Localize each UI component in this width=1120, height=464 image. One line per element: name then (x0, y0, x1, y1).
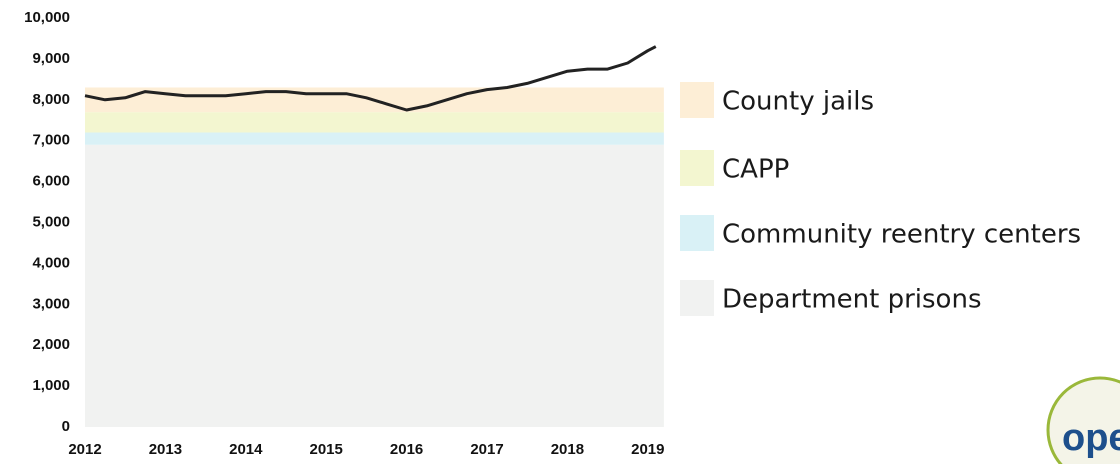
y-tick-label: 10,000 (24, 9, 70, 26)
x-tick-label: 2019 (631, 441, 664, 458)
legend-swatch (680, 82, 714, 118)
legend-swatch (680, 280, 714, 316)
y-tick-label: 5,000 (32, 213, 70, 230)
y-tick-label: 6,000 (32, 173, 70, 190)
legend-label: County jails (722, 87, 874, 117)
population-line (84, 45, 657, 112)
x-tick-label: 2016 (390, 441, 423, 458)
x-tick-label: 2013 (149, 441, 182, 458)
y-tick-label: 4,000 (32, 254, 70, 271)
x-tick-label: 2018 (551, 441, 584, 458)
legend-swatch (680, 215, 714, 251)
y-tick-label: 9,000 (32, 50, 70, 67)
x-tick-label: 2014 (229, 441, 263, 458)
y-tick-label: 3,000 (32, 295, 70, 312)
logo-text: ope (1062, 417, 1120, 459)
logo: ope (1046, 376, 1120, 464)
x-tick-label: 2015 (310, 441, 343, 458)
area-band (85, 112, 664, 133)
legend-label: Department prisons (722, 285, 982, 315)
y-tick-label: 0 (62, 418, 70, 435)
y-tick-label: 2,000 (32, 336, 70, 353)
y-tick-label: 7,000 (32, 132, 70, 149)
y-tick-label: 1,000 (32, 377, 70, 394)
legend-label: CAPP (722, 155, 789, 185)
legend-label: Community reentry centers (722, 220, 1081, 250)
x-tick-label: 2017 (470, 441, 503, 458)
area-band (85, 132, 664, 145)
logo-badge (1046, 376, 1120, 464)
legend-swatch (680, 150, 714, 186)
area-band (85, 144, 664, 428)
y-tick-label: 8,000 (32, 91, 70, 108)
x-tick-label: 2012 (68, 441, 101, 458)
